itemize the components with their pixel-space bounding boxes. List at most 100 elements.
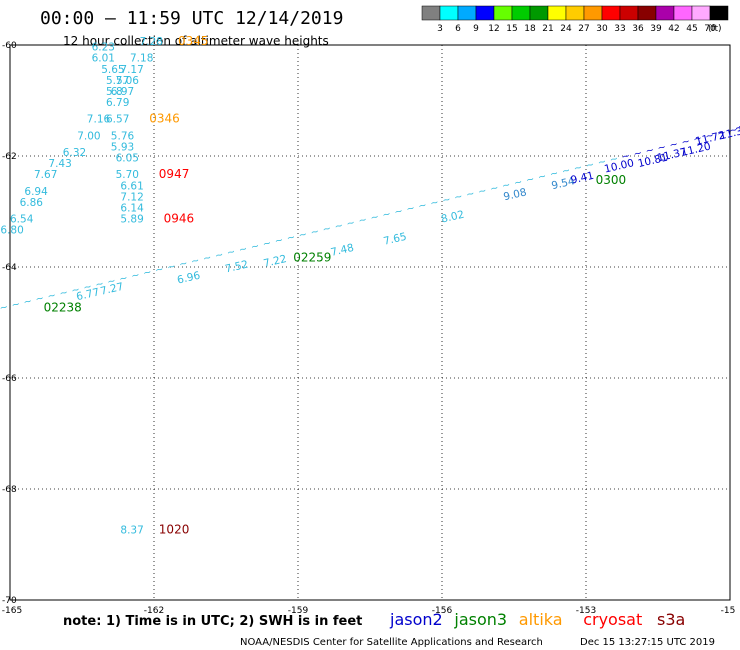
track-mark: ~: [537, 171, 548, 184]
time-label: 0947: [159, 167, 190, 181]
track-mark: ~: [645, 145, 656, 158]
colorbar-label: 45: [686, 24, 697, 34]
colorbar-label: 27: [578, 24, 589, 34]
colorbar-label: 18: [524, 24, 536, 34]
track-mark: ~: [334, 220, 345, 233]
colorbar-label: 21: [542, 24, 553, 34]
track-mark: ~: [310, 226, 321, 239]
track-mark: ~: [70, 284, 81, 297]
track-mark: ~: [166, 261, 177, 274]
track-mark: ~: [585, 159, 596, 172]
swh-value: 9.54: [550, 175, 576, 192]
swh-value: 6.97: [111, 86, 134, 98]
colorbar-swatch: [709, 5, 729, 21]
colorbar-label: 6: [455, 24, 461, 34]
legend-altika: altika: [519, 610, 563, 629]
colorbar-swatch: [619, 5, 639, 21]
swh-value: 9.08: [502, 186, 527, 203]
track-mark: ~: [597, 156, 608, 169]
track-mark: ~: [477, 185, 488, 198]
swh-value: 5.76: [111, 130, 135, 142]
y-tick-label: -66: [2, 374, 17, 384]
colorbar-swatch: [475, 5, 495, 21]
swh-value: 7.28: [140, 36, 163, 48]
colorbar-swatch: [583, 5, 603, 21]
swh-value: 5.8: [106, 86, 123, 98]
swh-value: 7.06: [116, 75, 140, 87]
swh-value: 6.96: [176, 270, 202, 287]
swh-value: 7.48: [330, 242, 355, 259]
footer-note: note: 1) Time is in UTC; 2) SWH is in fe…: [63, 614, 362, 629]
colorbar-label: 9: [473, 24, 479, 34]
track-mark: ~: [298, 229, 309, 242]
colorbar-swatch: [565, 5, 585, 21]
colorbar-label: 3: [437, 24, 443, 34]
track-mark: ~: [429, 197, 440, 210]
swh-value: 6.32: [63, 147, 86, 159]
legend-cryosat: cryosat: [583, 610, 642, 629]
swh-value: 5.65: [101, 64, 124, 76]
swh-value: 5.57: [106, 75, 129, 87]
swh-value: 6.94: [24, 186, 48, 198]
x-tick-label: -162: [144, 606, 164, 616]
track-mark: ~: [58, 287, 69, 300]
track-mark: ~: [226, 246, 237, 259]
time-label: 1020: [159, 522, 190, 536]
swh-value: 8.37: [120, 524, 143, 536]
track-mark: ~: [489, 183, 500, 196]
colorbar-swatch: [457, 5, 477, 21]
track-mark: ~: [441, 194, 452, 207]
swh-value: 6.54: [10, 214, 34, 226]
colorbar-label: 70: [704, 24, 716, 34]
swh-value: 6.79: [106, 97, 129, 109]
y-tick-label: -70: [2, 596, 17, 606]
track-mark: ~: [238, 244, 249, 257]
track-mark: ~: [501, 180, 512, 193]
swh-value: 7.27: [99, 281, 124, 298]
track-mark: ~: [549, 168, 560, 181]
map-frame: [9, 44, 731, 601]
swh-value: 6.86: [20, 197, 44, 209]
colorbar-swatch: [529, 5, 549, 21]
colorbar-label: 15: [506, 24, 517, 34]
track-mark: ~: [142, 267, 153, 280]
x-tick-label: -159: [288, 606, 309, 616]
track-mark: ~: [286, 232, 297, 245]
track-mark: ~: [465, 188, 476, 201]
x-tick-label: -15: [721, 606, 736, 616]
time-label: 02238: [44, 300, 82, 314]
swh-values: 7.286.237.186.017.175.657.065.576.975.86…: [0, 36, 740, 536]
track-mark: ~: [704, 130, 715, 143]
track-mark: ~: [23, 296, 34, 309]
track-mark: ~: [94, 278, 105, 291]
colorbar-swatch: [673, 5, 693, 21]
track-mark: ~: [692, 133, 703, 146]
colorbar-swatch: [493, 5, 513, 21]
track-mark: ~: [250, 241, 261, 254]
track-mark: ~: [46, 290, 57, 303]
track-mark: ~: [525, 174, 536, 187]
swh-value: 6.01: [92, 53, 115, 65]
swh-value: 6.14: [120, 203, 144, 215]
track-mark: ~: [728, 124, 739, 137]
track-mark: ~: [369, 212, 380, 225]
satellite-legend: jason2 jason3 altika cryosat s3a: [389, 610, 685, 629]
swh-value: 7.17: [120, 64, 143, 76]
colorbar-label: 33: [614, 24, 625, 34]
swh-value: 5.70: [116, 169, 139, 181]
colorbar-swatch: [637, 5, 657, 21]
colorbar-swatch: [691, 5, 711, 21]
track-mark: ~: [417, 200, 428, 213]
swh-value: 5.93: [111, 141, 134, 153]
legend-jason2: jason2: [389, 610, 443, 629]
swh-value: 7.67: [34, 169, 57, 181]
swh-value: 11.38: [718, 124, 740, 142]
x-tick-labels: -165 -162 -159 -156 -153 -15: [2, 606, 736, 616]
track-mark: ~: [178, 258, 189, 271]
time-label: 0946: [164, 212, 195, 226]
y-tick-label: -64: [2, 263, 17, 273]
track-mark: ~: [11, 299, 22, 312]
track-mark: ~: [0, 302, 9, 315]
swh-value: 6.77: [75, 286, 100, 303]
legend-s3a: s3a: [657, 610, 685, 629]
